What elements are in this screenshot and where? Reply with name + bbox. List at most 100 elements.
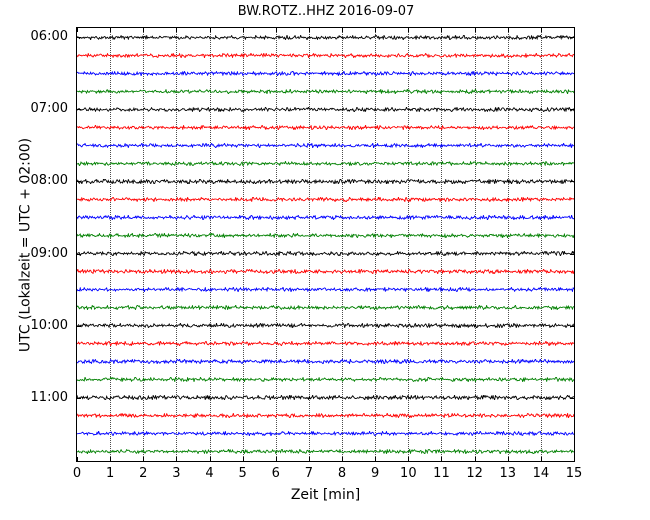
x-axis-tick <box>574 457 575 461</box>
y-axis-tick-label: 11:00 <box>30 389 68 405</box>
y-axis-tick <box>77 109 81 111</box>
y-axis-tick <box>570 397 574 399</box>
gridline-vertical <box>540 28 543 461</box>
x-axis-tick <box>242 28 244 32</box>
x-axis-tick-label: 14 <box>532 466 550 481</box>
y-axis-tick-label: 06:00 <box>30 29 68 45</box>
x-axis-tick <box>574 28 575 32</box>
x-axis-tick-label: 2 <box>139 466 148 481</box>
plot-area <box>76 27 575 462</box>
seismic-trace <box>77 233 574 238</box>
x-axis-tick-label: 5 <box>238 466 247 481</box>
x-axis-tick <box>441 457 443 461</box>
x-axis-tick-label: 1 <box>105 466 115 481</box>
x-axis-tick <box>474 28 476 32</box>
x-axis-tick <box>77 28 78 32</box>
gridline-vertical <box>474 28 477 461</box>
seismic-trace <box>77 431 574 436</box>
gridline-vertical <box>375 28 377 461</box>
seismic-trace <box>77 53 574 58</box>
x-axis-tick-label: 4 <box>205 466 214 481</box>
y-axis-tick-label: 08:00 <box>30 173 68 189</box>
x-axis-tick <box>540 28 542 32</box>
seismic-trace <box>77 35 574 40</box>
gridline-vertical <box>408 28 410 461</box>
y-axis-tick <box>570 253 574 255</box>
x-axis-tick <box>209 28 211 32</box>
y-axis-tick-label: 07:00 <box>30 101 68 117</box>
x-axis-tick-label: 6 <box>271 466 280 481</box>
seismic-trace <box>77 107 574 112</box>
y-axis-tick <box>77 253 81 255</box>
y-axis-tick <box>570 109 574 111</box>
x-axis-tick <box>308 457 310 461</box>
seismic-trace <box>77 143 574 148</box>
seismic-trace <box>77 161 574 166</box>
seismic-trace <box>77 197 574 202</box>
x-axis-tick <box>143 457 145 461</box>
gridline-vertical <box>242 28 245 461</box>
x-axis-tick-label: 3 <box>172 466 181 481</box>
y-axis-tick-label: 10:00 <box>30 317 68 333</box>
x-axis-tick <box>441 28 443 32</box>
x-axis-tick <box>275 457 277 461</box>
x-axis-tick <box>375 28 377 32</box>
gridline-vertical <box>143 28 145 461</box>
x-axis-tick <box>408 457 410 461</box>
seismic-trace <box>77 359 574 364</box>
y-axis-tick-label: 09:00 <box>30 245 68 261</box>
seismic-trace <box>77 377 574 382</box>
x-axis-tick <box>308 28 310 32</box>
x-axis-tick <box>375 457 377 461</box>
seismic-trace <box>77 269 574 274</box>
x-axis-tick <box>176 28 178 32</box>
x-axis-tick <box>408 28 410 32</box>
x-axis-tick-label: 10 <box>400 466 417 481</box>
seismic-trace <box>77 413 574 418</box>
x-axis-tick <box>342 457 344 461</box>
x-axis-tick <box>176 457 178 461</box>
x-axis-tick <box>242 457 244 461</box>
seismic-trace <box>77 251 574 256</box>
gridline-vertical <box>441 28 443 461</box>
gridline-vertical <box>275 28 278 461</box>
y-axis-tick <box>77 181 81 183</box>
x-axis-tick-label: 7 <box>304 466 314 481</box>
seismic-trace <box>77 449 574 454</box>
plot-canvas <box>77 28 574 461</box>
x-axis-tick <box>143 28 145 32</box>
gridline-vertical <box>342 28 344 461</box>
x-axis-tick <box>209 457 211 461</box>
gridline-vertical <box>308 28 311 461</box>
gridline-vertical <box>507 28 510 461</box>
x-axis-tick <box>77 457 78 461</box>
seismic-trace <box>77 287 574 292</box>
x-axis-tick <box>275 28 277 32</box>
y-axis-tick <box>570 37 574 39</box>
gridline-vertical <box>176 28 178 461</box>
seismic-trace <box>77 125 574 130</box>
seismic-trace <box>77 215 574 220</box>
x-axis-tick-label: 0 <box>72 466 82 481</box>
x-axis-tick-label: 11 <box>433 466 450 481</box>
x-axis-tick-label: 12 <box>466 466 483 481</box>
x-axis-tick-label: 9 <box>371 466 380 481</box>
x-axis-tick <box>342 28 344 32</box>
x-axis-tick <box>474 457 476 461</box>
x-axis-tick <box>540 457 542 461</box>
y-axis-tick <box>570 181 574 183</box>
x-axis-tick-label: 13 <box>499 466 516 481</box>
x-axis-tick <box>110 457 112 461</box>
seismic-trace <box>77 395 574 400</box>
gridline-vertical <box>209 28 212 461</box>
y-axis-tick <box>570 325 574 327</box>
seismic-trace <box>77 89 574 94</box>
seismic-trace <box>77 341 574 346</box>
y-axis-tick <box>77 37 81 39</box>
x-axis-tick <box>507 457 509 461</box>
x-axis-label: Zeit [min] <box>290 487 361 503</box>
y-axis-tick <box>77 397 81 399</box>
gridline-vertical <box>110 28 112 461</box>
x-axis-tick <box>110 28 112 32</box>
